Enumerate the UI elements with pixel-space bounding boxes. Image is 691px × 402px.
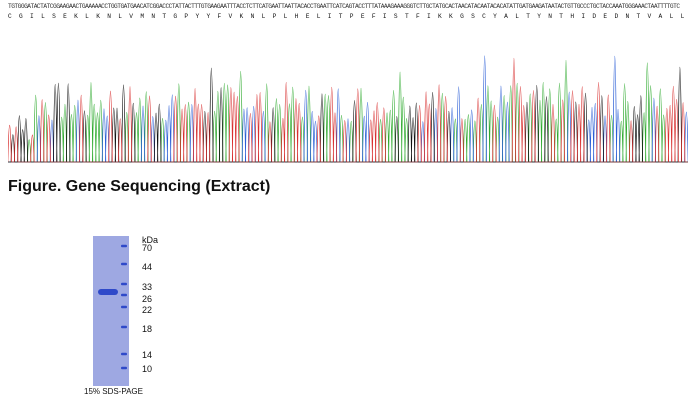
ladder-band — [121, 262, 127, 266]
kda-marker-label: 26 — [142, 294, 153, 304]
ladder-band — [121, 293, 127, 297]
kda-unit-label: kDa — [142, 235, 159, 245]
kda-marker-label: 22 — [142, 305, 153, 315]
trace-c — [8, 55, 688, 163]
trace-t — [8, 58, 688, 163]
trace-a — [8, 60, 688, 163]
kda-marker-label: 33 — [142, 282, 153, 292]
gel-caption: 15% SDS-PAGE — [84, 387, 143, 396]
sample-band — [98, 289, 118, 295]
kda-marker-label: 10 — [142, 364, 153, 374]
ladder-band — [121, 352, 127, 356]
chromatogram-traces — [8, 55, 688, 163]
kda-marker-label: 70 — [142, 243, 153, 253]
trace-g — [8, 66, 688, 163]
ladder-band — [121, 282, 127, 286]
sequence-bases: TGTGGGATACTATCGGAAGAACTGAAAAACCTGGTGATGA… — [8, 3, 680, 10]
ladder-band — [121, 366, 127, 370]
kda-marker-label: 14 — [142, 350, 153, 360]
kda-marker-label: 18 — [142, 324, 153, 334]
ladder-band — [121, 305, 127, 309]
kda-marker-label: 44 — [142, 262, 153, 272]
sequence-amino-acids: C G I L S E K L K N L V M N T G P Y Y F … — [8, 13, 688, 20]
ladder-band — [121, 325, 127, 329]
sds-page-gel — [93, 236, 129, 386]
chromatogram-trace — [8, 55, 688, 163]
ladder-band — [121, 244, 127, 248]
figure-caption: Figure. Gene Sequencing (Extract) — [8, 178, 271, 195]
